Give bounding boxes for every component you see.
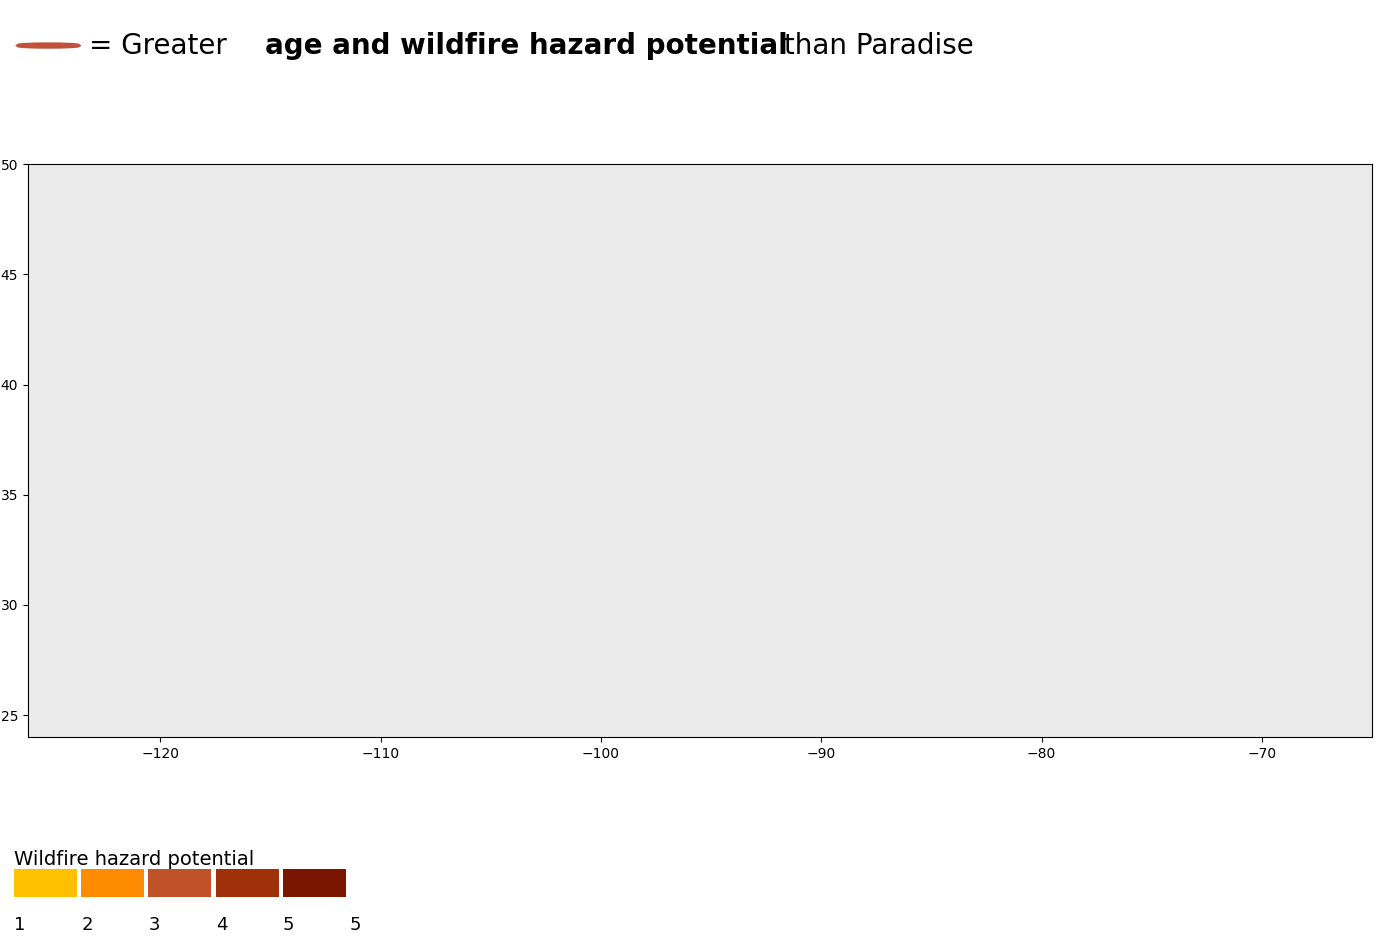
Text: 5: 5 <box>283 916 294 933</box>
Text: 1: 1 <box>14 916 25 933</box>
Text: Wildfire hazard potential: Wildfire hazard potential <box>14 850 255 869</box>
Text: age and wildfire hazard potential: age and wildfire hazard potential <box>265 32 788 59</box>
FancyBboxPatch shape <box>148 869 211 897</box>
Text: = Greater: = Greater <box>90 32 237 59</box>
FancyBboxPatch shape <box>283 869 346 897</box>
Text: 4: 4 <box>216 916 227 933</box>
FancyBboxPatch shape <box>216 869 279 897</box>
Text: 5: 5 <box>350 916 361 933</box>
Text: 2: 2 <box>81 916 92 933</box>
Text: than Paradise: than Paradise <box>776 32 974 59</box>
FancyBboxPatch shape <box>81 869 144 897</box>
Text: 3: 3 <box>148 916 160 933</box>
FancyBboxPatch shape <box>14 869 77 897</box>
